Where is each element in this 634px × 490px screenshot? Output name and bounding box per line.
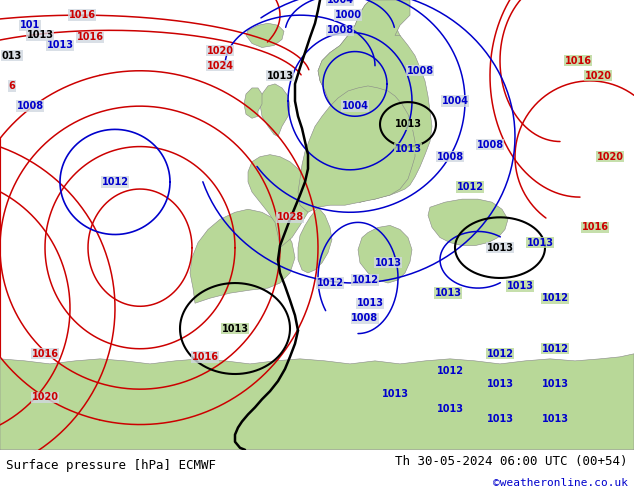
Text: 1013: 1013 bbox=[526, 238, 553, 247]
Polygon shape bbox=[298, 86, 415, 212]
Text: 1013: 1013 bbox=[541, 379, 569, 389]
Polygon shape bbox=[428, 199, 508, 245]
Text: 1013: 1013 bbox=[394, 120, 422, 129]
Text: 1016: 1016 bbox=[77, 32, 103, 43]
Text: 1012: 1012 bbox=[486, 349, 514, 359]
Text: 6: 6 bbox=[9, 81, 15, 91]
Text: 1013: 1013 bbox=[486, 379, 514, 389]
Text: 1008: 1008 bbox=[351, 314, 378, 323]
Text: 1024: 1024 bbox=[207, 61, 233, 71]
Polygon shape bbox=[260, 84, 290, 136]
Polygon shape bbox=[298, 207, 332, 273]
Text: 1013: 1013 bbox=[436, 404, 463, 415]
Polygon shape bbox=[0, 354, 634, 450]
Text: 1013: 1013 bbox=[434, 288, 462, 298]
Polygon shape bbox=[318, 0, 408, 202]
Text: 1000: 1000 bbox=[335, 10, 361, 20]
Text: 1016: 1016 bbox=[581, 222, 609, 232]
Text: 1013: 1013 bbox=[46, 41, 74, 50]
Text: 1020: 1020 bbox=[585, 71, 612, 81]
Text: 1012: 1012 bbox=[101, 177, 129, 187]
Polygon shape bbox=[190, 209, 295, 303]
Text: 1020: 1020 bbox=[207, 46, 233, 55]
Polygon shape bbox=[246, 23, 284, 48]
Text: Surface pressure [hPa] ECMWF: Surface pressure [hPa] ECMWF bbox=[6, 460, 216, 472]
Text: 1012: 1012 bbox=[456, 182, 484, 192]
Text: 1013: 1013 bbox=[486, 243, 514, 253]
Text: 1013: 1013 bbox=[356, 298, 384, 308]
Text: Th 30-05-2024 06:00 UTC (00+54): Th 30-05-2024 06:00 UTC (00+54) bbox=[395, 455, 628, 468]
Text: 1004: 1004 bbox=[441, 96, 469, 106]
Polygon shape bbox=[358, 225, 412, 283]
Text: 1008: 1008 bbox=[16, 101, 44, 111]
Text: 1028: 1028 bbox=[276, 212, 304, 222]
Text: 1013: 1013 bbox=[507, 281, 533, 291]
Polygon shape bbox=[318, 0, 432, 202]
Text: 1004: 1004 bbox=[327, 0, 354, 5]
Text: 1004: 1004 bbox=[342, 101, 368, 111]
Text: 1012: 1012 bbox=[541, 293, 569, 303]
Text: 1012: 1012 bbox=[541, 344, 569, 354]
Text: 1013: 1013 bbox=[541, 415, 569, 424]
Text: 013: 013 bbox=[2, 50, 22, 61]
Text: 1013: 1013 bbox=[486, 415, 514, 424]
Text: 1008: 1008 bbox=[406, 66, 434, 76]
Text: 1008: 1008 bbox=[476, 140, 503, 149]
Text: 1020: 1020 bbox=[32, 392, 58, 402]
Text: 1012: 1012 bbox=[436, 366, 463, 376]
Text: 1020: 1020 bbox=[597, 152, 623, 162]
Text: 101: 101 bbox=[20, 20, 40, 30]
Polygon shape bbox=[248, 155, 312, 247]
Text: 1016: 1016 bbox=[564, 56, 592, 66]
Text: ©weatheronline.co.uk: ©weatheronline.co.uk bbox=[493, 478, 628, 488]
Text: 1008: 1008 bbox=[436, 152, 463, 162]
Text: 1012: 1012 bbox=[351, 275, 378, 285]
Text: 1012: 1012 bbox=[316, 278, 344, 288]
Polygon shape bbox=[244, 88, 262, 118]
Text: 1016: 1016 bbox=[32, 349, 58, 359]
Text: 1013: 1013 bbox=[382, 389, 408, 399]
Text: 1013: 1013 bbox=[375, 258, 401, 268]
Text: 1013: 1013 bbox=[394, 144, 422, 153]
Text: 1016: 1016 bbox=[68, 10, 96, 20]
Text: 1008: 1008 bbox=[327, 25, 354, 35]
Text: 1016: 1016 bbox=[191, 352, 219, 362]
Text: 1013: 1013 bbox=[221, 323, 249, 334]
Text: 1013: 1013 bbox=[27, 30, 53, 40]
Text: 1013: 1013 bbox=[266, 71, 294, 81]
